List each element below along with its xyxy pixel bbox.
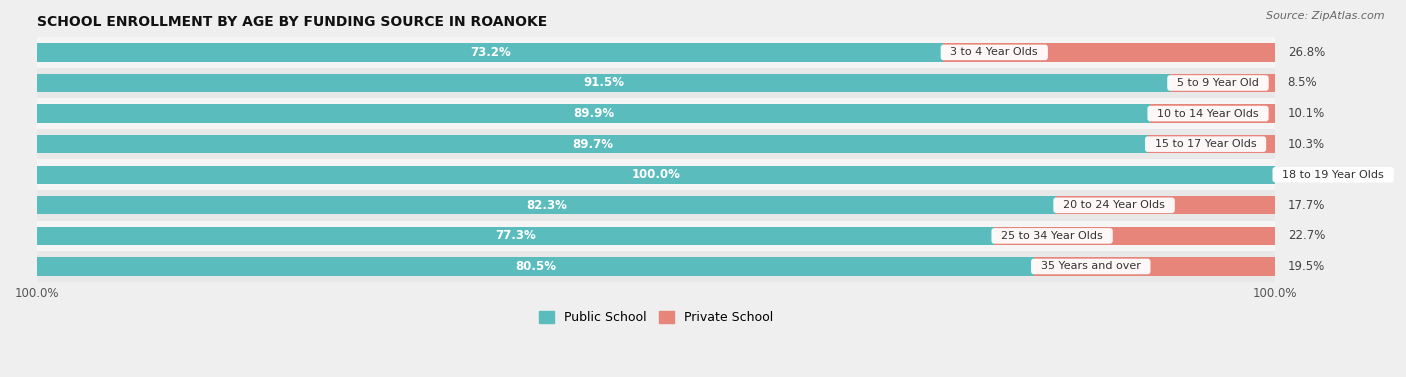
Bar xyxy=(1150,104,1275,123)
Text: 5 to 9 Year Old: 5 to 9 Year Old xyxy=(1170,78,1265,88)
Text: 80.5%: 80.5% xyxy=(515,260,555,273)
Text: 73.2%: 73.2% xyxy=(470,46,510,59)
Bar xyxy=(37,221,1275,251)
Text: 15 to 17 Year Olds: 15 to 17 Year Olds xyxy=(1147,139,1264,149)
Text: 25 to 34 Year Olds: 25 to 34 Year Olds xyxy=(994,231,1109,241)
Text: 26.8%: 26.8% xyxy=(1288,46,1324,59)
Text: 91.5%: 91.5% xyxy=(583,77,624,89)
Text: 82.3%: 82.3% xyxy=(526,199,567,212)
Bar xyxy=(37,227,994,245)
Text: 10 to 14 Year Olds: 10 to 14 Year Olds xyxy=(1150,109,1265,118)
Text: SCHOOL ENROLLMENT BY AGE BY FUNDING SOURCE IN ROANOKE: SCHOOL ENROLLMENT BY AGE BY FUNDING SOUR… xyxy=(37,15,547,29)
Text: 10.1%: 10.1% xyxy=(1288,107,1324,120)
Bar xyxy=(37,43,943,61)
Text: 8.5%: 8.5% xyxy=(1288,77,1317,89)
Text: 20 to 24 Year Olds: 20 to 24 Year Olds xyxy=(1056,200,1173,210)
Text: 89.7%: 89.7% xyxy=(572,138,613,151)
Bar xyxy=(37,74,1170,92)
Text: 3 to 4 Year Olds: 3 to 4 Year Olds xyxy=(943,48,1045,57)
Bar xyxy=(1033,257,1275,276)
Bar xyxy=(37,251,1275,282)
Bar xyxy=(37,257,1033,276)
Bar xyxy=(1147,135,1275,153)
Bar xyxy=(37,98,1275,129)
Bar xyxy=(37,129,1275,159)
Bar xyxy=(1170,74,1275,92)
Bar xyxy=(37,196,1056,215)
Bar xyxy=(1056,196,1275,215)
Text: 18 to 19 Year Olds: 18 to 19 Year Olds xyxy=(1275,170,1391,180)
Bar xyxy=(37,166,1275,184)
Bar xyxy=(37,68,1275,98)
Bar xyxy=(943,43,1275,61)
Text: 35 Years and over: 35 Years and over xyxy=(1033,262,1147,271)
Bar xyxy=(994,227,1275,245)
Text: 89.9%: 89.9% xyxy=(574,107,614,120)
Bar xyxy=(37,190,1275,221)
Legend: Public School, Private School: Public School, Private School xyxy=(534,307,779,329)
Text: 77.3%: 77.3% xyxy=(495,229,536,242)
Text: 19.5%: 19.5% xyxy=(1288,260,1324,273)
Text: 17.7%: 17.7% xyxy=(1288,199,1324,212)
Bar xyxy=(37,37,1275,68)
Bar xyxy=(37,159,1275,190)
Text: 0.0%: 0.0% xyxy=(1301,168,1330,181)
Text: 22.7%: 22.7% xyxy=(1288,229,1324,242)
Text: 10.3%: 10.3% xyxy=(1288,138,1324,151)
Bar xyxy=(37,104,1150,123)
Text: 100.0%: 100.0% xyxy=(631,168,681,181)
Bar xyxy=(37,135,1147,153)
Text: Source: ZipAtlas.com: Source: ZipAtlas.com xyxy=(1267,11,1385,21)
